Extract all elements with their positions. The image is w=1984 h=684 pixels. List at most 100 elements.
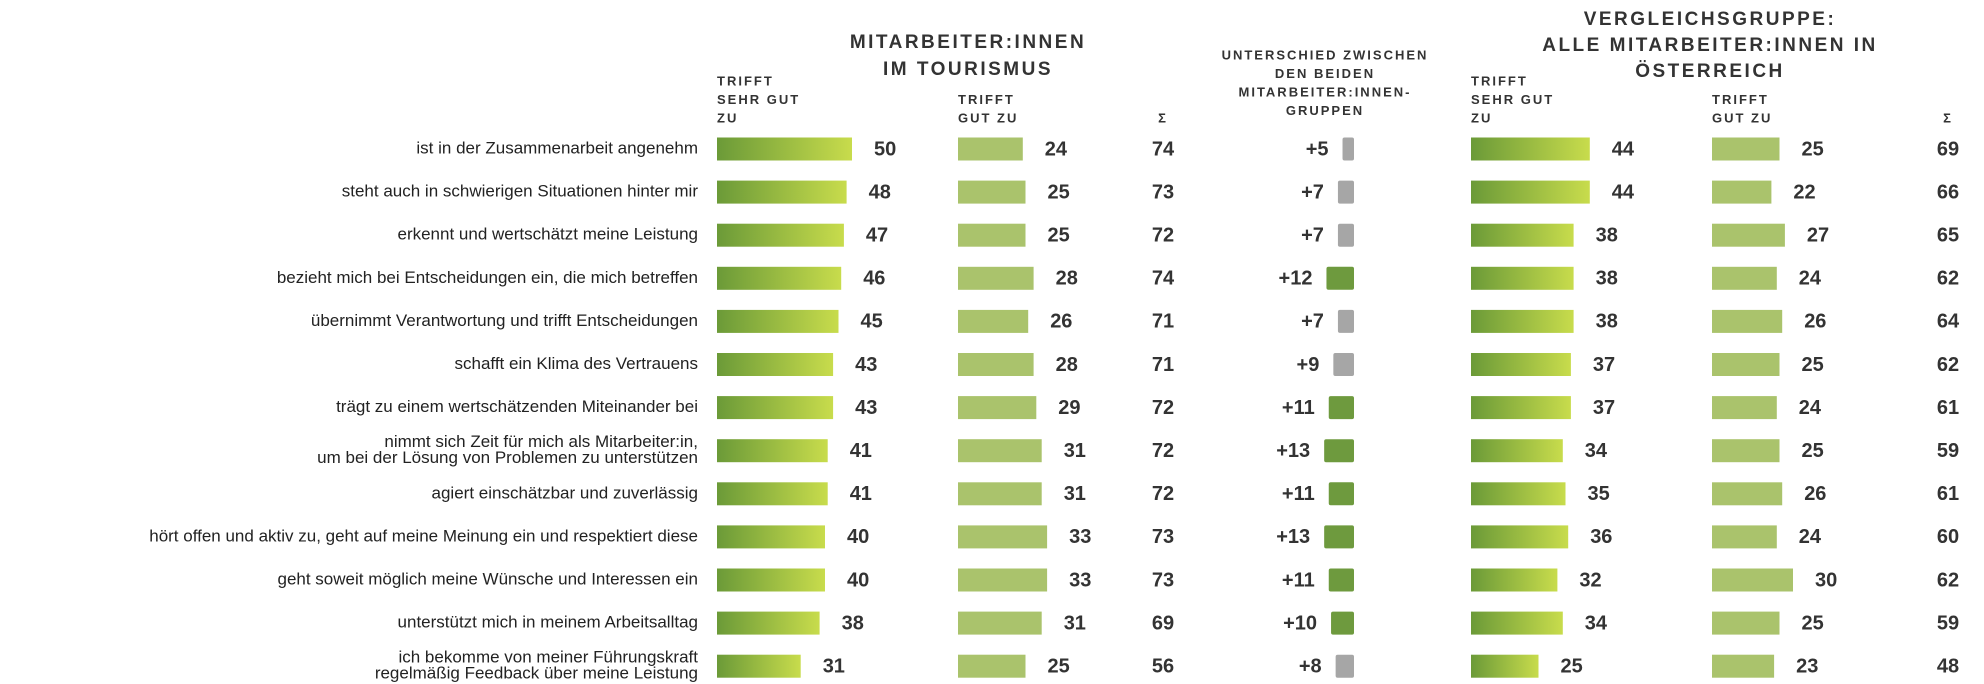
value-label: 26 <box>1050 311 1072 333</box>
value-label: 24 <box>1799 268 1822 290</box>
value-label: 50 <box>874 138 896 160</box>
category-label: hört offen und aktiv zu, geht auf meine … <box>149 526 698 545</box>
value-label: 33 <box>1069 569 1091 591</box>
diff-title: MITARBEITER:INNEN- <box>1239 84 1412 99</box>
bar <box>1712 396 1777 420</box>
bar <box>717 309 839 333</box>
sum-label: 74 <box>1152 268 1175 290</box>
diff-label: +13 <box>1276 526 1310 548</box>
bar <box>717 654 801 678</box>
sum-label: 72 <box>1152 224 1174 246</box>
diff-bar <box>1337 180 1354 204</box>
diff-label: +11 <box>1282 397 1315 419</box>
sum-label: 72 <box>1152 483 1174 505</box>
column-header: ZU <box>717 110 738 125</box>
diff-bar <box>1328 396 1354 420</box>
bar <box>1471 396 1571 420</box>
value-label: 22 <box>1793 181 1815 203</box>
sum-label: 48 <box>1937 655 1959 677</box>
value-label: 37 <box>1593 397 1615 419</box>
sum-label: 60 <box>1937 526 1959 548</box>
value-label: 43 <box>855 397 877 419</box>
column-header: TRIFFT <box>1712 92 1769 107</box>
bar <box>1471 611 1563 635</box>
value-label: 40 <box>847 526 869 548</box>
category-label: schafft ein Klima des Vertrauens <box>455 354 699 373</box>
category-label: steht auch in schwierigen Situationen hi… <box>342 182 699 201</box>
category-label: ist in der Zusammenarbeit angenehm <box>416 138 698 157</box>
sum-label: 61 <box>1937 397 1959 419</box>
column-header: SEHR GUT <box>717 92 800 107</box>
diff-label: +11 <box>1282 569 1315 591</box>
bar <box>958 309 1029 333</box>
sum-label: 62 <box>1937 569 1959 591</box>
bar <box>958 654 1026 678</box>
bar <box>1712 180 1772 204</box>
value-label: 33 <box>1069 526 1091 548</box>
value-label: 34 <box>1585 440 1608 462</box>
value-label: 24 <box>1799 526 1822 548</box>
bar <box>1712 482 1783 506</box>
value-label: 31 <box>823 655 845 677</box>
bar <box>1471 223 1574 247</box>
value-label: 28 <box>1056 268 1078 290</box>
value-label: 25 <box>1561 655 1583 677</box>
category-label: um bei der Lösung von Problemen zu unter… <box>317 448 698 467</box>
sum-label: 66 <box>1937 181 1959 203</box>
bar <box>958 353 1034 376</box>
diff-title: DEN BEIDEN <box>1275 66 1375 81</box>
value-label: 41 <box>850 440 872 462</box>
value-label: 25 <box>1048 181 1070 203</box>
bar <box>1712 353 1780 376</box>
category-label: trägt zu einem wertschätzenden Miteinand… <box>336 397 698 416</box>
bar <box>958 396 1037 420</box>
sum-label: 62 <box>1937 268 1959 290</box>
bar <box>717 396 834 420</box>
bar <box>958 180 1026 204</box>
value-label: 38 <box>842 612 864 634</box>
value-label: 46 <box>863 268 885 290</box>
bar <box>717 137 852 161</box>
diff-label: +5 <box>1306 138 1329 160</box>
diff-label: +13 <box>1276 440 1310 462</box>
value-label: 30 <box>1815 569 1837 591</box>
sum-label: 74 <box>1152 138 1175 160</box>
value-label: 27 <box>1807 224 1829 246</box>
column-header: TRIFFT <box>1471 73 1528 88</box>
category-label: agiert einschätzbar und zuverlässig <box>432 483 698 502</box>
value-label: 48 <box>869 181 891 203</box>
value-label: 41 <box>850 483 872 505</box>
sum-label: 73 <box>1152 526 1174 548</box>
value-label: 25 <box>1802 612 1824 634</box>
bar <box>717 525 825 549</box>
bar <box>1471 266 1574 290</box>
bar <box>1712 439 1780 463</box>
sum-label: 71 <box>1152 311 1174 333</box>
bar <box>1471 568 1558 592</box>
bar <box>717 568 825 592</box>
bar <box>1712 525 1777 549</box>
column-header: ZU <box>1471 110 1492 125</box>
value-label: 35 <box>1588 483 1610 505</box>
value-label: 31 <box>1064 612 1086 634</box>
value-label: 26 <box>1804 311 1826 333</box>
sum-label: 61 <box>1937 483 1959 505</box>
value-label: 24 <box>1045 138 1068 160</box>
sum-label: 73 <box>1152 569 1174 591</box>
value-label: 37 <box>1593 354 1615 376</box>
category-label: erkennt und wertschätzt meine Leistung <box>397 225 698 244</box>
diff-bar <box>1335 654 1354 678</box>
bar <box>717 482 828 506</box>
value-label: 25 <box>1802 354 1824 376</box>
diff-bar <box>1324 525 1354 549</box>
value-label: 45 <box>861 311 883 333</box>
diff-label: +7 <box>1301 224 1324 246</box>
diff-title: UNTERSCHIED ZWISCHEN <box>1222 47 1429 62</box>
diff-label: +7 <box>1301 181 1324 203</box>
bar <box>1471 482 1566 506</box>
diff-bar <box>1328 568 1354 592</box>
value-label: 25 <box>1048 224 1070 246</box>
bar <box>958 482 1042 506</box>
bar <box>1712 568 1793 592</box>
bar <box>1471 353 1571 376</box>
